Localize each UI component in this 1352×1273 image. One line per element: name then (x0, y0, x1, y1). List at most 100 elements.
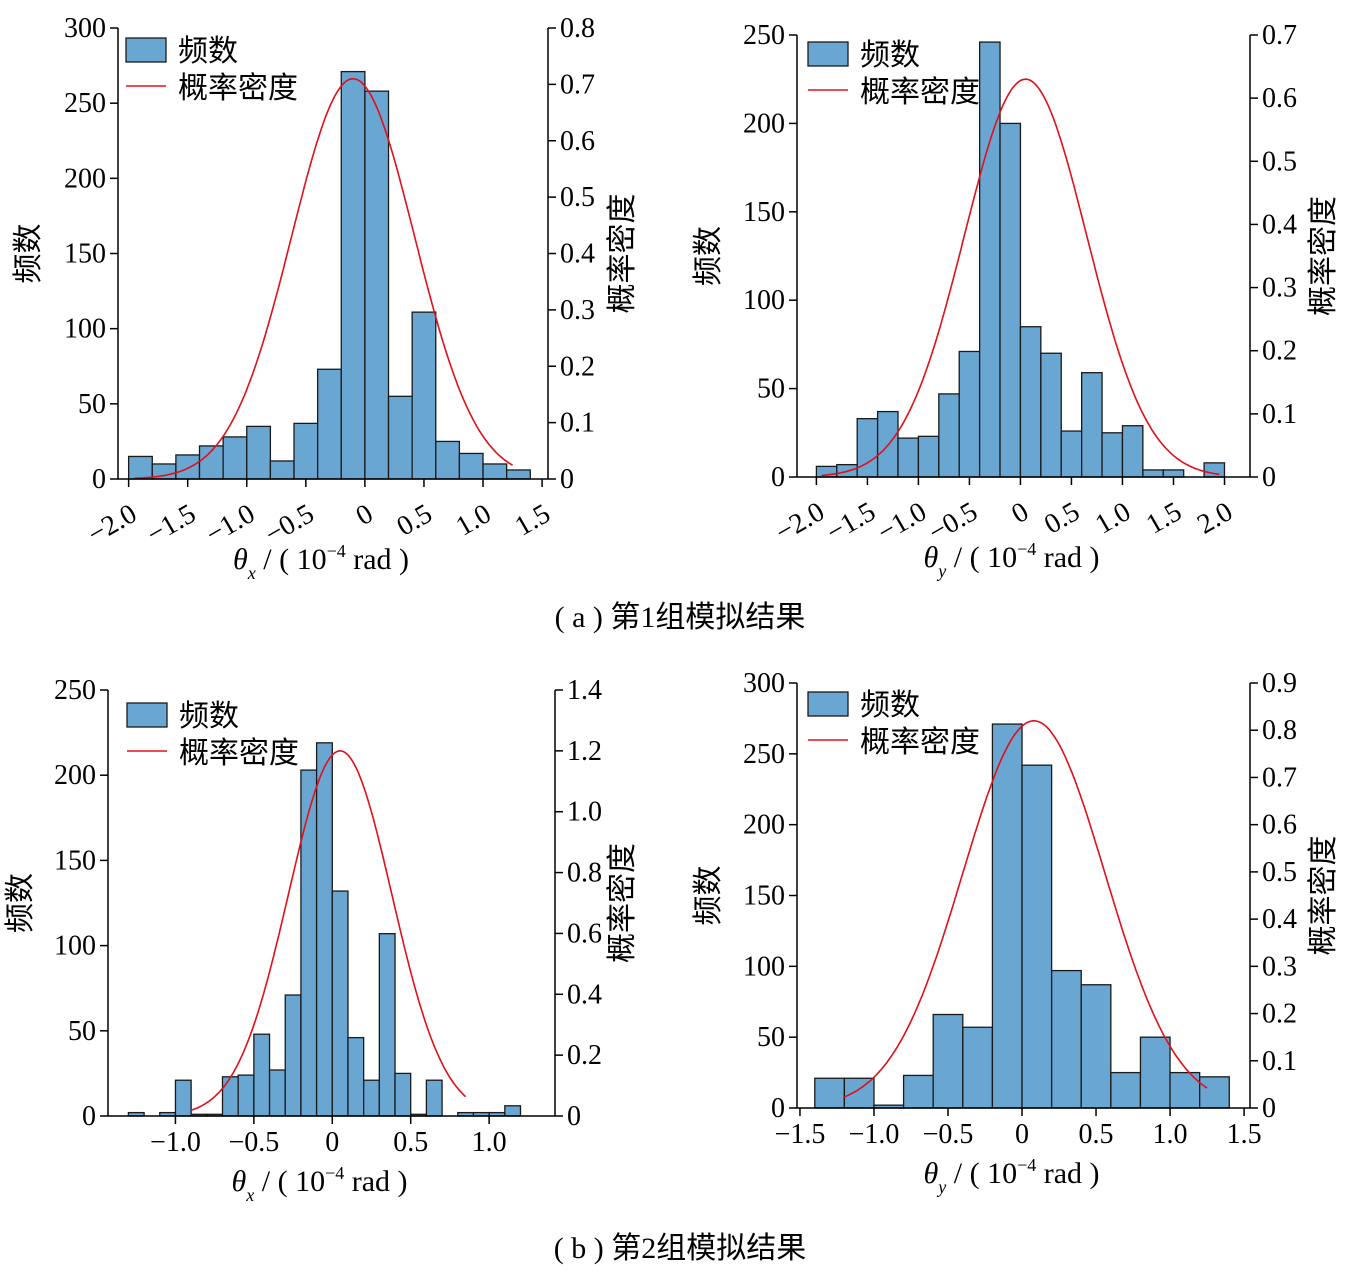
legend-swatch-frequency (125, 37, 167, 63)
legend-label-frequency: 频数 (860, 39, 920, 72)
x-tick-label: 1.5 (510, 498, 556, 542)
x-axis-label-xlabel-unit-pre: / ( 10 (946, 1157, 1017, 1190)
histogram-bar (1080, 984, 1112, 1109)
histogram-bar (1081, 372, 1103, 478)
y-tick-label: 150 (743, 197, 785, 228)
x-axis-label-xlabel-unit-post: rad ) (344, 1165, 407, 1198)
y-tick-label: 250 (743, 20, 785, 51)
y2-axis-label: 概率密度 (1307, 196, 1340, 316)
x-axis-label-xlabel-sub: y (936, 1177, 946, 1197)
histogram-bar (331, 890, 349, 1117)
histogram-bar (958, 350, 981, 478)
histogram-bar (269, 460, 295, 480)
density-curve (190, 750, 467, 1111)
y2-tick-label: 0.3 (1262, 273, 1297, 304)
x-axis-label-xlabel-sub: x (247, 563, 256, 583)
x-axis-label-xlabel-symbol: θ (924, 1157, 939, 1190)
x-tick-label: −1.0 (849, 1119, 900, 1150)
x-axis-label-xlabel-unit-pre: / ( 10 (946, 541, 1017, 574)
y2-tick-label: 0.1 (1262, 399, 1297, 430)
y-tick-label: 50 (757, 374, 785, 405)
histogram-bar (1139, 1036, 1171, 1109)
y2-tick-label: 0.1 (560, 408, 595, 439)
histogram-bar (347, 1036, 365, 1117)
y-axis-label: 频数 (692, 866, 725, 926)
y2-tick-label: 0.2 (1262, 999, 1297, 1030)
y2-axis-label: 概率密度 (1307, 836, 1340, 956)
histogram-bar (300, 769, 318, 1117)
histogram-bar (482, 463, 508, 480)
y2-tick-label: 0.2 (560, 351, 595, 382)
histogram-bar (237, 1074, 255, 1117)
y2-axis-label: 概率密度 (606, 194, 639, 314)
y-tick-label: 250 (743, 739, 785, 770)
density-curve (134, 78, 514, 480)
histogram-bar (917, 435, 940, 478)
y2-tick-label: 0.6 (560, 126, 595, 157)
y-tick-label: 50 (78, 389, 106, 420)
x-tick-label: 1.5 (1141, 496, 1187, 540)
caption-a: ( a ) 第1组模拟结果 (555, 601, 806, 634)
y2-tick-label: 0 (1262, 462, 1276, 493)
x-tick-label: −0.5 (923, 1119, 974, 1150)
y-tick-label: 50 (68, 1016, 96, 1047)
y-tick-label: 100 (743, 285, 785, 316)
histogram-bar (1060, 430, 1083, 478)
legend-swatch-frequency (807, 41, 849, 67)
x-axis-label-xlabel-unit-pre: / ( 10 (254, 1165, 325, 1198)
legend-swatch-frequency (807, 691, 849, 717)
y-axis-label: 频数 (692, 226, 725, 286)
y-tick-label: 200 (743, 810, 785, 841)
y2-tick-label: 0.6 (1262, 810, 1297, 841)
x-tick-label: −0.5 (228, 1127, 279, 1158)
histogram-bar (253, 1033, 271, 1117)
legend-label-density: 概率密度 (860, 76, 980, 109)
y-tick-label: 50 (757, 1022, 785, 1053)
x-tick-label: −1.5 (775, 1119, 826, 1150)
x-tick-label: 0 (351, 498, 379, 532)
y-axis-label: 频数 (4, 873, 37, 933)
histogram-bar (315, 742, 333, 1117)
histogram-bar (378, 933, 396, 1117)
y2-tick-label: 0.8 (1262, 715, 1297, 746)
y-tick-label: 150 (64, 239, 106, 270)
legend-label-frequency: 频数 (860, 689, 920, 722)
histogram-bar (425, 1079, 443, 1117)
y-tick-label: 0 (92, 464, 106, 495)
y2-tick-label: 0 (1262, 1093, 1276, 1124)
y2-tick-label: 1.2 (567, 736, 602, 767)
y-tick-label: 300 (64, 13, 106, 44)
histogram-bar (962, 1026, 994, 1109)
legend-label-frequency: 频数 (179, 700, 239, 733)
histogram-bar (814, 1077, 846, 1109)
x-axis-label-xlabel-sub: y (936, 561, 946, 581)
x-tick-label: 0.5 (1079, 1119, 1114, 1150)
x-tick-label: 1.0 (451, 498, 497, 542)
x-axis-label: θx / ( 10−4 rad ) (233, 541, 409, 583)
x-tick-label: 2.0 (1192, 496, 1238, 540)
y-tick-label: 200 (743, 108, 785, 139)
histogram-bar (1142, 469, 1164, 478)
y2-tick-label: 0.6 (1262, 83, 1297, 114)
x-tick-label: 0 (1015, 1119, 1029, 1150)
histogram-bar (340, 70, 366, 480)
y-tick-label: 300 (743, 668, 785, 699)
legend-label-frequency: 频数 (178, 35, 238, 68)
x-tick-label: −1.0 (150, 1127, 201, 1158)
histogram-bar (1050, 969, 1082, 1109)
histogram-bar (316, 368, 342, 480)
x-axis-label-xlabel-exp: −4 (1017, 1155, 1036, 1175)
y-tick-label: 0 (771, 462, 785, 493)
histogram-bar (363, 1079, 380, 1117)
x-tick-label: 0.5 (1039, 496, 1085, 540)
panel-a-right: 05010015020025000.10.20.30.40.50.60.7−2.… (692, 20, 1340, 581)
y2-tick-label: 0.4 (567, 979, 602, 1010)
x-axis-label-xlabel-symbol: θ (233, 543, 248, 576)
histogram-bar (175, 454, 201, 480)
legend-label-density: 概率密度 (179, 737, 299, 770)
y2-tick-label: 0.4 (1262, 209, 1297, 240)
x-axis-label-xlabel-exp: −4 (1017, 539, 1036, 559)
histogram-bar (506, 469, 531, 480)
x-axis-label: θx / ( 10−4 rad ) (232, 1163, 408, 1205)
